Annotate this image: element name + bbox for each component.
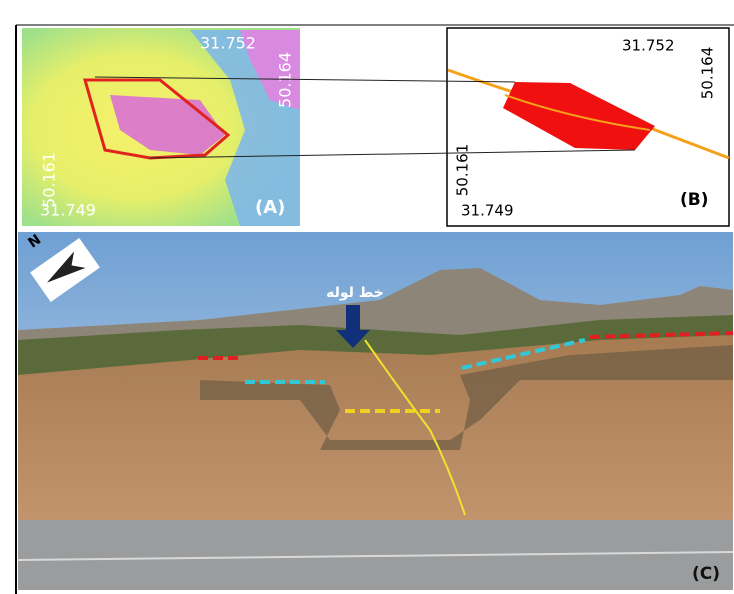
pipeline (504, 94, 651, 131)
area-outline (83, 78, 231, 160)
north-pointer (46, 251, 86, 283)
rock-wall (200, 345, 733, 450)
panel-b: 31.752 50.164 50.161 31.749 (B) (446, 27, 730, 227)
coord: 31.749 (461, 202, 514, 220)
coord: 31.749 (40, 201, 96, 220)
coord: 31.752 (200, 34, 256, 53)
north-arrow (30, 238, 100, 302)
dashed-line (589, 331, 734, 339)
connector (94, 76, 516, 83)
panel-label: (B) (680, 190, 709, 210)
panel-label: (A) (255, 197, 285, 218)
road-line (17, 551, 734, 561)
panel-c: خط لوله N (C) (17, 232, 734, 590)
coord: 50.161 (454, 144, 472, 197)
panel-label: (C) (692, 564, 720, 584)
map-magenta (240, 30, 300, 110)
coord: 50.161 (40, 152, 59, 208)
pipeline-trace (364, 339, 466, 516)
connector (149, 149, 636, 159)
coord: 50.164 (699, 47, 717, 100)
dashed-line (461, 338, 586, 370)
annotation: خط لوله (326, 285, 384, 301)
coord: 31.752 (622, 37, 675, 55)
coord: 50.164 (276, 52, 295, 108)
arrow (336, 305, 370, 348)
panel-a: 31.752 50.164 50.161 31.749 (A) (22, 28, 300, 226)
hillside (18, 335, 733, 535)
